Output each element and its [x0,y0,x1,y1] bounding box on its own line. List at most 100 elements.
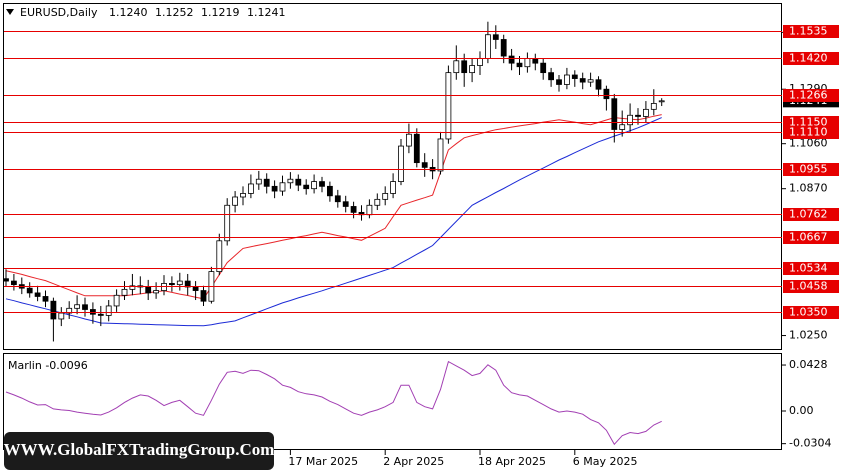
level-label: 1.1150 [789,116,828,129]
candle-body [643,108,649,117]
ohlc-close: 1.1241 [247,6,286,19]
ohlc-high: 1.1252 [155,6,194,19]
level-label-box [783,89,839,102]
level-label-box [783,208,839,221]
candle-body [603,88,610,100]
candle-body [326,185,333,197]
candle-body [26,287,33,294]
indicator-panel [3,353,782,450]
x-tick-label: 18 Apr 2025 [478,455,546,468]
level-label: 1.1110 [789,126,828,139]
level-label: 1.0350 [789,306,828,319]
level-label-box [783,116,839,129]
candle-body [579,78,586,83]
indicator-title: Marlin -0.0096 [8,359,88,372]
menu-arrow[interactable] [6,9,14,15]
candle-body [587,79,594,83]
candle-body [595,79,602,90]
main-panel [3,3,782,350]
candle-body [477,58,483,66]
candle-body [200,290,207,302]
candle-body [658,100,665,103]
candle-body [192,286,199,291]
candle-body [650,103,657,110]
candle-body [247,183,254,194]
candle-body [382,193,389,200]
level-label: 1.1535 [789,25,828,38]
candle-body [366,204,373,216]
candle-body [508,55,515,64]
candle-body [145,286,152,294]
candle-body [311,181,318,190]
candle-body [405,133,412,147]
y-tick-label: 0.00 [789,404,814,417]
candle-body [390,181,397,194]
candle-body [492,34,499,40]
level-label: 1.0534 [789,262,828,275]
level-label-box [783,126,839,139]
candle-body [556,79,562,85]
candle-body [10,280,17,286]
ohlc-low: 1.1219 [201,6,240,19]
candle-body [635,114,641,117]
candle-body [516,62,523,68]
candle-body [469,65,476,74]
level-label: 1.0667 [789,231,828,244]
candle-body [66,307,73,314]
candle-body [153,290,160,294]
candle-body [319,181,325,187]
candle-body [271,185,278,192]
candle-body [548,72,554,81]
x-tick-label: 2 Apr 2025 [383,455,444,468]
candle-body [564,74,570,85]
candle-body [74,304,80,309]
candle-body [224,204,231,242]
candle-body [619,124,626,130]
ohlc-open: 1.1240 [109,6,148,19]
y-tick-label: 0.0428 [789,358,828,371]
candle-body [58,312,65,320]
candle-body [255,178,262,185]
candle-body [121,288,128,296]
level-label-box [783,52,839,65]
candle-body [279,182,286,192]
candle-body [34,292,41,297]
candle-body [263,178,270,187]
level-label-box [783,163,839,176]
candle-body [484,34,491,59]
x-tick-label: 17 Mar 2025 [288,455,358,468]
header: EURUSD,Daily 1.1240 1.1252 1.1219 1.1241 [20,6,285,19]
watermark-box [4,432,274,470]
candle-body [42,296,49,302]
watermark: WWW.GlobalFXTradingGroup.Com [4,440,275,459]
candle-body [437,138,444,172]
indicator-line [5,360,662,446]
candle-body [50,300,57,320]
level-label: 1.1266 [789,89,828,102]
candle-body [445,72,452,140]
candle-body [500,39,507,57]
level-label-box [783,231,839,244]
symbol: EURUSD,Daily [20,6,98,19]
y-tick-label: 1.0250 [789,329,828,342]
candle-body [374,198,381,206]
candle-body [421,162,428,168]
candle-body [3,278,9,282]
level-label-box [783,280,839,293]
candle-body [129,285,136,290]
candle-body [113,294,120,307]
y-tick-label: 1.0870 [789,182,828,195]
x-tick-label: 6 May 2025 [573,455,638,468]
level-label: 1.0955 [789,163,828,176]
candle-body [453,60,460,74]
candle-body [461,60,468,74]
candle-body [97,313,104,316]
candle-body [105,305,112,316]
candle-body [90,309,96,315]
candle-body [413,133,420,164]
level-label: 1.0762 [789,208,828,221]
candle-body [342,201,349,207]
candle-body [176,280,183,286]
